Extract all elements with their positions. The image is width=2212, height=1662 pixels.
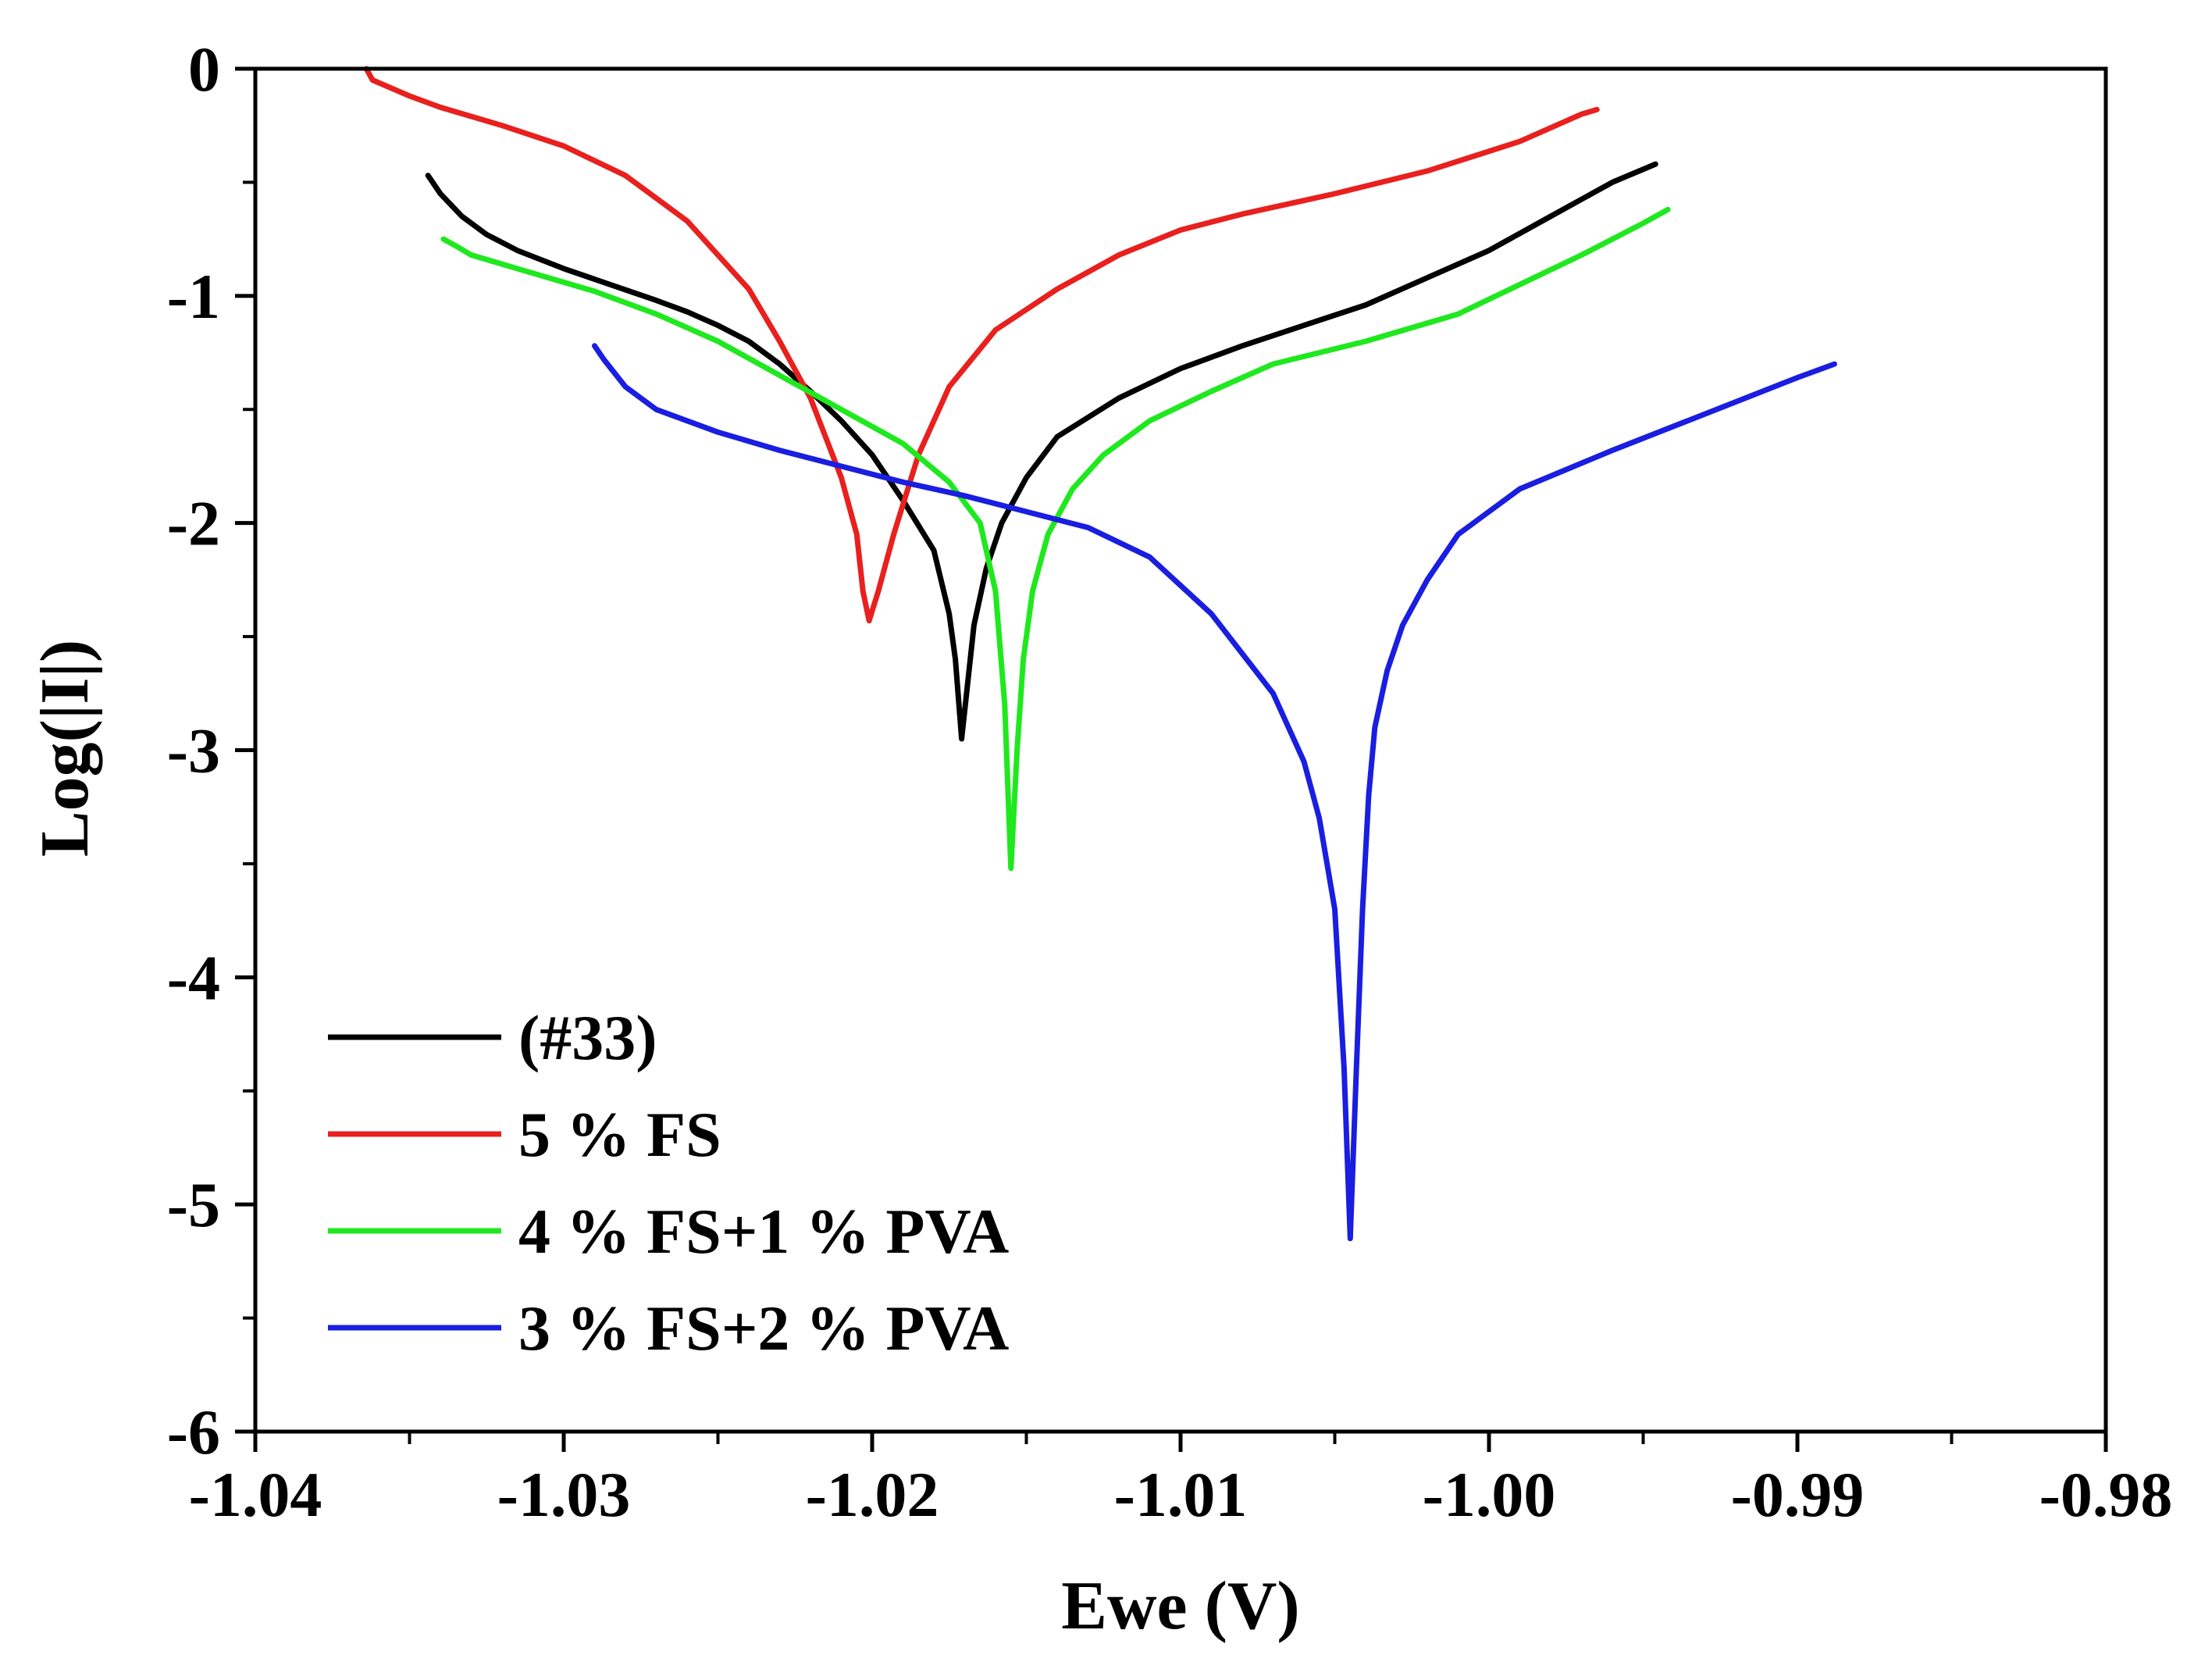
x-tick-label: -0.98 — [2039, 1459, 2173, 1530]
legend-label: 3 % FS+2 % PVA — [518, 1293, 1009, 1364]
y-tick-label: -3 — [167, 715, 220, 786]
series-line-2 — [363, 66, 1600, 624]
series-line-1 — [425, 161, 1658, 742]
legend-label: 4 % FS+1 % PVA — [518, 1196, 1009, 1267]
x-tick-label: -1.00 — [1423, 1459, 1556, 1530]
legend: (#33) 5 % FS 4 % FS+1 % PVA 3 % FS+2 % PVA — [328, 1002, 1009, 1364]
y-tick-label: -4 — [167, 942, 220, 1013]
x-tick-label: -1.03 — [497, 1459, 631, 1530]
x-tick-label: -1.04 — [189, 1459, 322, 1530]
series-lines — [363, 66, 1837, 1242]
x-tick-label: -1.02 — [806, 1459, 939, 1530]
legend-label: 5 % FS — [518, 1099, 721, 1170]
axes: -1.04 -1.03 -1.02 -1.01 -1.00 -0.99 -0.98 0 -1 -2… — [167, 34, 2173, 1530]
x-tick-label: -0.99 — [1731, 1459, 1865, 1530]
y-axis-label: Log(|I|) — [27, 640, 103, 857]
x-tick-label: -1.01 — [1114, 1459, 1248, 1530]
y-tick-label: -6 — [167, 1396, 220, 1468]
legend-label: (#33) — [518, 1002, 657, 1073]
y-tick-label: -5 — [167, 1169, 220, 1240]
y-tick-label: -1 — [167, 261, 220, 332]
y-tick-label: 0 — [188, 34, 220, 105]
y-tick-label: -2 — [167, 488, 220, 559]
series-line-4 — [592, 343, 1837, 1242]
x-axis-label: Ewe (V) — [1061, 1568, 1299, 1644]
plot-frame — [253, 66, 2108, 1434]
series-line-3 — [440, 206, 1671, 872]
